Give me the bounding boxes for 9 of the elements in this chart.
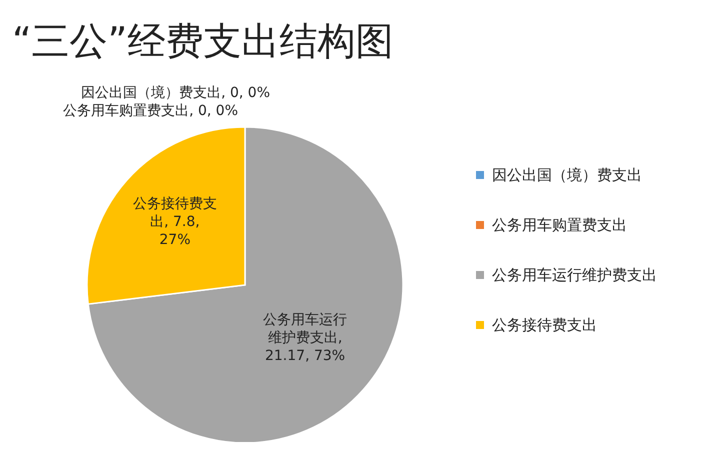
data-label: 公务接待费支出, 7.8, 27% [132,195,217,250]
legend-label: 公务接待费支出 [492,316,597,334]
text: 公务用车购置费支出, 0, 0% [63,103,238,119]
legend-label: 公务用车购置费支出 [492,216,627,234]
legend-label: 公务用车运行维护费支出 [492,266,657,284]
text: 因公出国（境）费支出, 0, 0% [81,85,270,101]
data-label: 公务用车运行维护费支出, 21.17, 73% [263,310,348,365]
chart-title: “三公”经费支出结构图 [12,18,394,65]
legend-label: 因公出国（境）费支出 [492,166,642,184]
